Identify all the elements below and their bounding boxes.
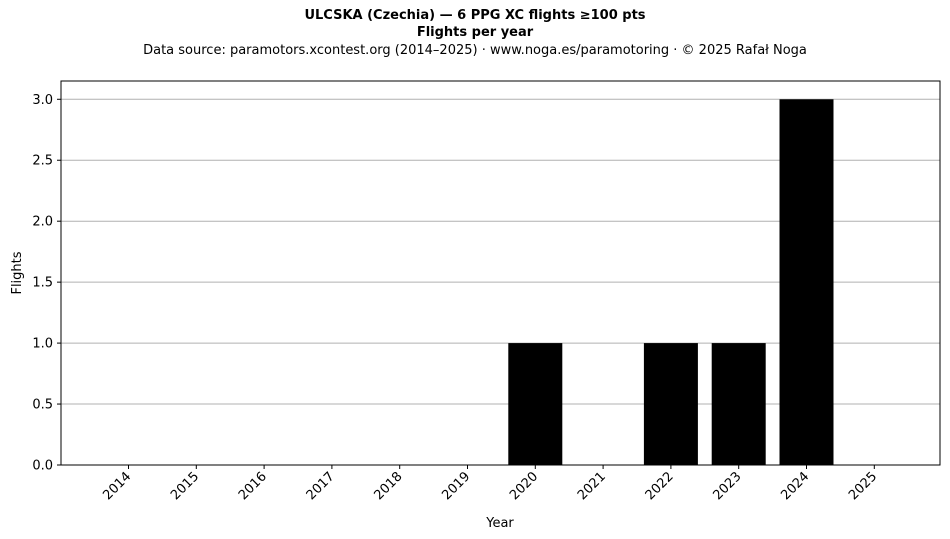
- y-tick-label: 2.0: [32, 215, 53, 230]
- x-tick-label: 2022: [643, 469, 677, 503]
- chart-title: ULCSKA (Czechia) — 6 PPG XC flights ≥100…: [304, 8, 646, 23]
- x-tick-label: 2017: [304, 469, 338, 503]
- bar-2022: [643, 343, 698, 465]
- y-axis-label: Flights: [10, 251, 25, 294]
- x-tick-label: 2021: [575, 469, 609, 503]
- x-tick-label: 2024: [778, 469, 812, 503]
- x-tick-label: 2018: [372, 469, 406, 503]
- chart-subtitle: Flights per year: [416, 25, 534, 40]
- data-source-note: Data source: paramotors.xcontest.org (20…: [143, 43, 807, 58]
- y-tick-label: 0.5: [32, 398, 53, 413]
- y-axis: 0.0 0.5 1.0 1.5 2.0 2.5 3.0: [32, 93, 61, 474]
- y-tick-label: 2.5: [32, 154, 53, 169]
- y-tick-label: 3.0: [32, 93, 53, 108]
- y-tick-label: 1.5: [32, 276, 53, 291]
- x-tick-label: 2023: [711, 469, 745, 503]
- x-tick-label: 2014: [100, 469, 134, 503]
- x-tick-label: 2020: [507, 469, 541, 503]
- x-tick-label: 2016: [236, 469, 270, 503]
- y-tick-label: 0.0: [32, 459, 53, 474]
- bar-2023: [711, 343, 766, 465]
- bar-2024: [779, 99, 834, 466]
- x-tick-label: 2019: [439, 469, 473, 503]
- x-axis-label: Year: [485, 516, 514, 531]
- bars: [508, 99, 834, 466]
- x-tick-label: 2015: [168, 469, 202, 503]
- bar-2020: [508, 343, 563, 465]
- x-tick-label: 2025: [846, 469, 880, 503]
- y-tick-label: 1.0: [32, 337, 53, 352]
- plot-frame: [60, 80, 941, 466]
- x-axis: 2014 2015 2016 2017 2018 2019 2020 2021 2022 2023…: [100, 465, 880, 503]
